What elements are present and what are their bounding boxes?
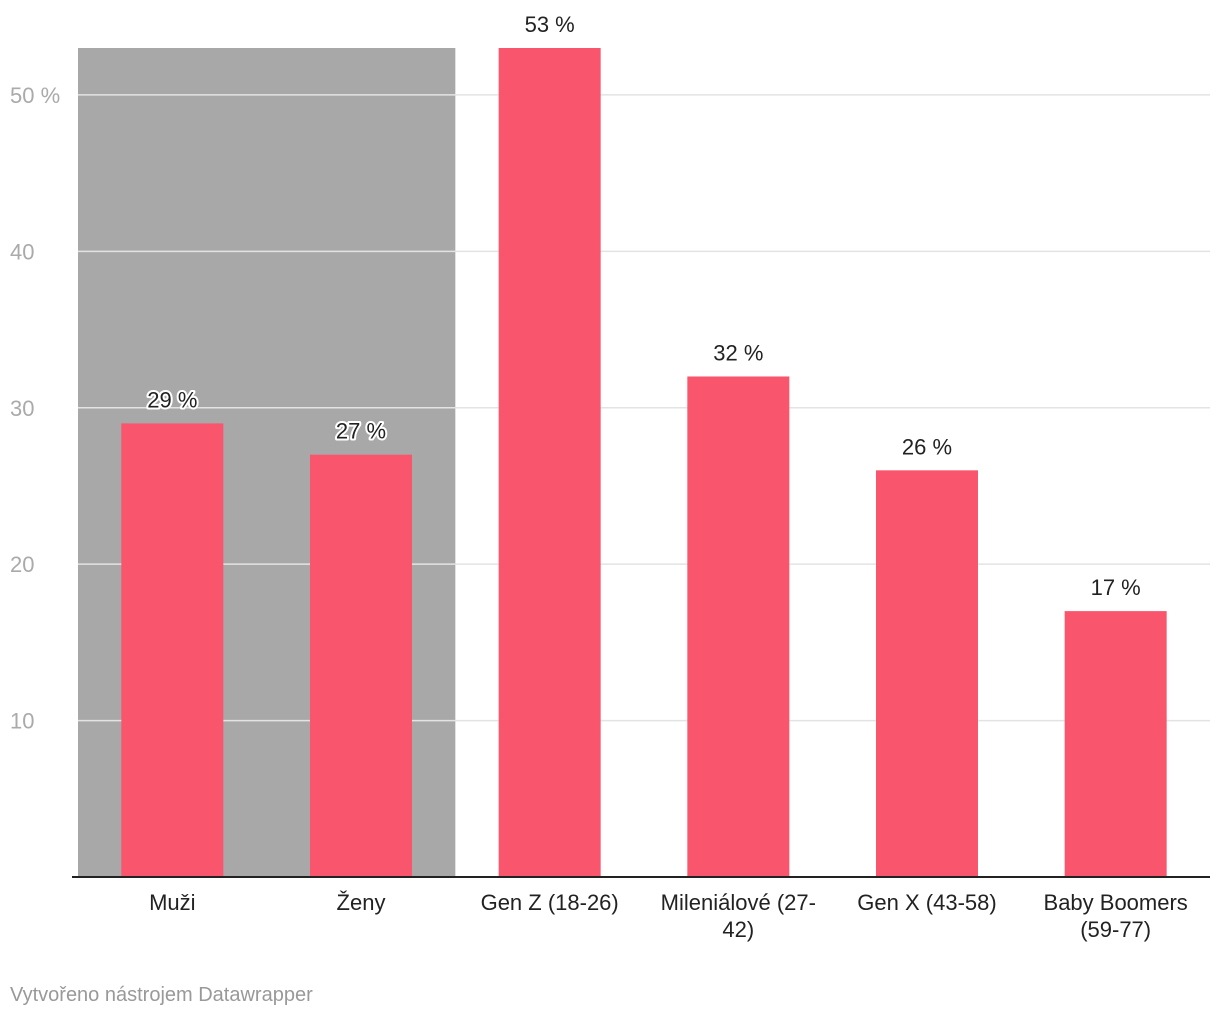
value-label: 29 % (147, 387, 197, 412)
category-label: Gen X (43-58) (857, 890, 996, 915)
value-label: 26 % (902, 434, 952, 459)
bar (687, 376, 790, 877)
category-label-line: Gen X (43-58) (857, 890, 996, 915)
y-tick-label: 40 (10, 239, 34, 264)
category-label-line: 42) (722, 917, 754, 942)
y-tick-label: 50 % (10, 83, 60, 108)
value-label: 27 % (336, 419, 386, 444)
value-label: 32 % (713, 340, 763, 365)
value-label: 17 % (1091, 575, 1141, 600)
bar-chart: 10 20 30 40 50 % 29 % Muži 27 % Ženy 53 % Gen Z (… (10, 12, 1210, 942)
bar (498, 48, 601, 877)
category-label-line: Baby Boomers (1044, 890, 1188, 915)
y-tick-label: 20 (10, 552, 34, 577)
category-label: Baby Boomers (59-77) (1044, 890, 1188, 942)
category-label: Mileniálové (27-42) (661, 890, 816, 942)
bar (310, 454, 412, 877)
category-label-line: (59-77) (1080, 917, 1151, 942)
credit-footer: Vytvořeno nástrojem Datawrapper (10, 984, 313, 1006)
category-label-line: Muži (149, 890, 195, 915)
bar (121, 423, 224, 877)
bar (876, 470, 978, 877)
y-tick-label: 30 (10, 396, 34, 421)
bar (1064, 611, 1167, 877)
category-label: Muži (149, 890, 195, 915)
category-label: Gen Z (18-26) (481, 890, 619, 915)
category-label-line: Ženy (337, 890, 386, 915)
category-label: Ženy (337, 890, 386, 915)
value-label: 53 % (525, 12, 575, 37)
category-label-line: Mileniálové (27- (661, 890, 816, 915)
y-tick-label: 10 (10, 709, 34, 734)
category-label-line: Gen Z (18-26) (481, 890, 619, 915)
